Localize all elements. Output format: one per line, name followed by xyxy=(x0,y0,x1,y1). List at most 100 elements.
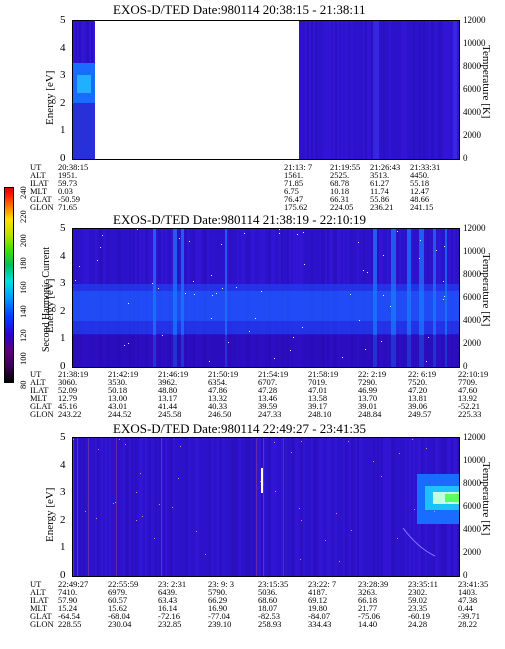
ephemeris-value: 50.18 xyxy=(108,385,128,395)
ephemeris-value: 41.44 xyxy=(158,401,178,411)
y-tick-left: 4 xyxy=(60,458,66,471)
spectrogram-image xyxy=(73,438,459,576)
ephemeris-value: 2525. xyxy=(330,170,350,180)
spectrogram-image xyxy=(73,21,459,159)
y-tick-left: 1 xyxy=(60,124,66,137)
ephemeris-value: 13.92 xyxy=(458,393,478,403)
ephemeris-value: 39.59 xyxy=(258,401,278,411)
ephemeris-value: 241.15 xyxy=(410,202,434,212)
ephemeris-value: -75.06 xyxy=(358,611,380,621)
ephemeris-value: 23: 9: 3 xyxy=(208,579,234,589)
y-tick-right: 12000 xyxy=(463,15,486,25)
colorbar-tick: 240 xyxy=(18,186,28,199)
ephemeris-value: 68.60 xyxy=(258,595,278,605)
ephemeris-value: 21:33:31 xyxy=(410,162,441,172)
ephemeris-row-label: MLT xyxy=(30,186,48,196)
colorbar-tick: 200 xyxy=(18,233,28,247)
y-tick-right: 12000 xyxy=(463,223,486,233)
ephemeris-value: 23.35 xyxy=(408,603,428,613)
ephemeris-value: 246.50 xyxy=(208,409,232,419)
ephemeris-value: 21:26:43 xyxy=(370,162,401,172)
y-axis-label-left: Energy [eV] xyxy=(44,278,56,333)
ephemeris-value: 248.10 xyxy=(308,409,332,419)
ephemeris-value: 47.20 xyxy=(408,385,428,395)
y-tick-right: 10000 xyxy=(463,38,486,48)
ephemeris-value: -60.19 xyxy=(408,611,430,621)
ephemeris-row-label: UT xyxy=(30,162,42,172)
y-tick-right: 2000 xyxy=(463,547,481,557)
ephemeris-value: 3060. xyxy=(58,377,78,387)
ephemeris-value: 22:10:19 xyxy=(458,369,489,379)
ephemeris-value: 71.65 xyxy=(58,202,78,212)
ephemeris-value: 23:22: 7 xyxy=(308,579,337,589)
y-tick-left: 3 xyxy=(60,69,66,82)
ephemeris-value: 16.90 xyxy=(208,603,228,613)
ephemeris-value: 71.85 xyxy=(284,178,304,188)
ephemeris-value: 4450. xyxy=(410,170,430,180)
ephemeris-value: 61.27 xyxy=(370,178,390,188)
panel-title: EXOS-D/TED Date:980114 21:38:19 - 22:10:… xyxy=(113,212,366,227)
ephemeris-value: 22: 6:19 xyxy=(408,369,437,379)
colorbar-tick: 180 xyxy=(18,257,28,271)
ephemeris-row-label: ILAT xyxy=(30,595,49,605)
ephemeris-value: 47.38 xyxy=(458,595,478,605)
ephemeris-value: 2302. xyxy=(408,587,428,597)
ephemeris-row-label: GLON xyxy=(30,409,54,419)
y-tick-left: 5 xyxy=(60,222,66,234)
ephemeris-value: 47.28 xyxy=(258,385,278,395)
y-tick-left: 5 xyxy=(60,431,66,443)
ephemeris-value: 21:19:55 xyxy=(330,162,361,172)
ephemeris-value: 48.80 xyxy=(158,385,178,395)
ephemeris-value: 60.57 xyxy=(108,595,128,605)
ephemeris-value: 40.33 xyxy=(208,401,228,411)
ephemeris-value: 1403. xyxy=(458,587,478,597)
ephemeris-value: 21:54:19 xyxy=(258,369,289,379)
ephemeris-value: 19.80 xyxy=(308,603,328,613)
ephemeris-value: 1951. xyxy=(58,170,78,180)
ephemeris-value: 7410. xyxy=(58,587,78,597)
ephemeris-value: 243.22 xyxy=(58,409,82,419)
ephemeris-value: 21:38:19 xyxy=(58,369,89,379)
colorbar-tick: 220 xyxy=(18,210,28,223)
y-tick-right: 4000 xyxy=(463,524,481,534)
y-tick-right: 6000 xyxy=(463,501,481,511)
y-tick-right: 12000 xyxy=(463,432,486,442)
ephemeris-value: 6979. xyxy=(108,587,128,597)
y-tick-right: 4000 xyxy=(463,315,481,325)
colorbar-tick: 100 xyxy=(18,352,28,366)
y-tick-left: 4 xyxy=(60,41,66,54)
y-tick-left: 2 xyxy=(60,513,66,526)
ephemeris-value: 52.09 xyxy=(58,385,78,395)
y-axis-label-left: Energy [eV] xyxy=(44,70,56,125)
y-tick-right: 0 xyxy=(463,570,468,580)
y-tick-left: 0 xyxy=(60,152,66,164)
ephemeris-row-label: GLAT xyxy=(30,194,52,204)
ephemeris-value: 3962. xyxy=(158,377,178,387)
ephemeris-row-label: GLAT xyxy=(30,611,52,621)
ephemeris-value: 39.17 xyxy=(308,401,328,411)
ephemeris-value: 6.75 xyxy=(284,186,299,196)
colorbar-tick: 160 xyxy=(18,281,28,294)
y-tick-left: 3 xyxy=(60,486,66,499)
ephemeris-value: 11.74 xyxy=(370,186,389,196)
ephemeris-value: 28.22 xyxy=(458,619,478,629)
ephemeris-value: 258.93 xyxy=(258,619,282,629)
ephemeris-value: 4187. xyxy=(308,587,328,597)
y-tick-right: 2000 xyxy=(463,130,481,140)
ephemeris-row-label: GLON xyxy=(30,619,54,629)
ephemeris-value: 23: 2:31 xyxy=(158,579,187,589)
ephemeris-value: 6354. xyxy=(208,377,228,387)
y-tick-left: 3 xyxy=(60,277,66,290)
ephemeris-row-label: ALT xyxy=(30,170,46,180)
ephemeris-value: 239.10 xyxy=(208,619,232,629)
y-axis-label-left: Energy [eV] xyxy=(44,487,56,542)
y-tick-left: 1 xyxy=(60,332,66,345)
y-tick-right: 10000 xyxy=(463,455,486,465)
ephemeris-value: 43.01 xyxy=(108,401,128,411)
y-tick-right: 4000 xyxy=(463,107,481,117)
ephemeris-value: 20:38:15 xyxy=(58,162,89,172)
ephemeris-value: 76.47 xyxy=(284,194,304,204)
ephemeris-value: 59.73 xyxy=(58,178,78,188)
ephemeris-value: 66.31 xyxy=(330,194,350,204)
